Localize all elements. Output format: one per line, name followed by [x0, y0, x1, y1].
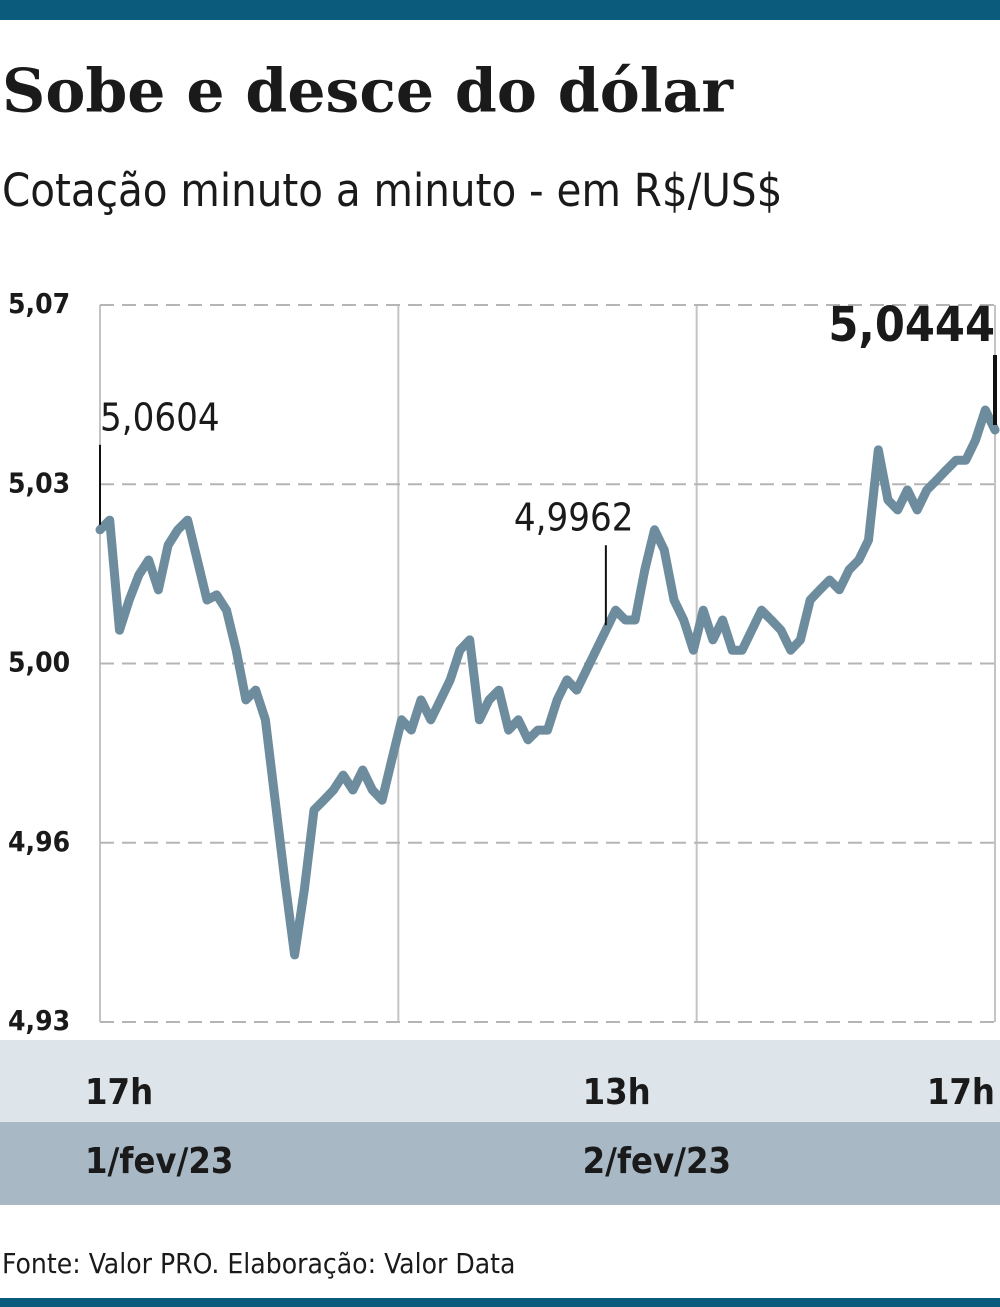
y-tick-label: 5,03 [8, 466, 70, 499]
bottom-bar [0, 1298, 1000, 1307]
y-tick-label: 4,93 [8, 1004, 70, 1037]
line [95, 405, 1000, 960]
date-band [0, 1122, 1000, 1205]
y-tick-label: 4,96 [8, 825, 70, 858]
annotation: 5,0444 [828, 297, 995, 353]
top-bar [0, 0, 1000, 20]
y-tick-label: 5,07 [8, 287, 70, 320]
x-tick-label: 13h [583, 1072, 651, 1113]
annotation: 4,9962 [514, 496, 634, 540]
x-tick-label: 17h [927, 1072, 995, 1113]
source: Fonte: Valor PRO. Elaboração: Valor Data [2, 1247, 515, 1280]
chart-subtitle: Cotação minuto a minuto - em R$/US$ [2, 164, 782, 217]
date-label: 1/fev/23 [85, 1141, 233, 1182]
y-tick-label: 5,00 [8, 646, 70, 679]
annotation: 5,0604 [100, 395, 220, 439]
x-tick-label: 17h [85, 1072, 153, 1113]
chart-title: Sobe e desce do dólar [2, 57, 734, 127]
date-label: 2/fev/23 [583, 1141, 731, 1182]
hour-band [0, 1040, 1000, 1122]
